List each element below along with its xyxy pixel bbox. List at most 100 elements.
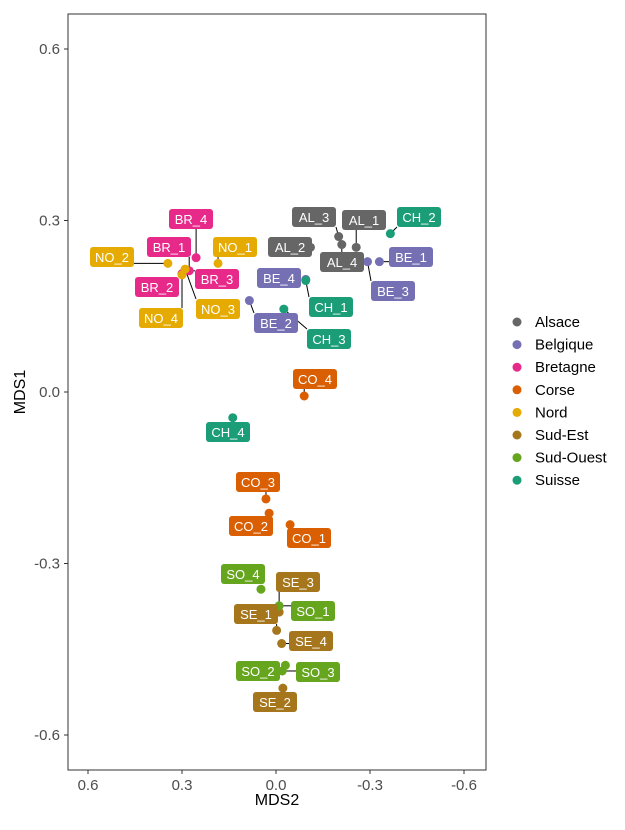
point-label-se-2: SE_2 (253, 692, 297, 712)
x-axis-title: MDS2 (255, 792, 300, 809)
point-label-box (268, 237, 312, 257)
point-label-br-2: BR_2 (135, 277, 179, 297)
data-point-so-3 (277, 666, 287, 676)
point-label-box (389, 247, 433, 267)
point-label-box (257, 268, 301, 288)
legend-marker (512, 317, 522, 327)
point-label-text: SE_3 (282, 575, 314, 590)
point-label-box (320, 252, 364, 272)
point-label-text: CH_3 (312, 332, 345, 347)
point-label-box (287, 528, 331, 548)
point-label-box (342, 210, 386, 230)
point-label-al-3: AL_3 (292, 207, 336, 227)
point-label-so-3: SO_3 (296, 662, 340, 682)
point-label-no-3: NO_3 (196, 299, 240, 319)
data-point-co-2 (264, 508, 274, 518)
data-point-co-1 (285, 520, 295, 530)
point-label-text: CH_2 (402, 210, 435, 225)
axis-ticks-group: 0.6 0.3 0.0 -0.3 -0.6 0.6 0.3 0.0 -0.3 -0.6 (34, 41, 477, 794)
point-label-be-4: BE_4 (257, 268, 301, 288)
point-label-text: AL_2 (275, 240, 305, 255)
point-label-al-1: AL_1 (342, 210, 386, 230)
point-label-no-2: NO_2 (90, 247, 134, 267)
data-point-se-1 (272, 625, 282, 635)
legend-label: Belgique (535, 337, 593, 354)
legend-label: Bretagne (535, 359, 596, 376)
data-point-al-3 (334, 232, 344, 242)
point-label-text: SE_1 (240, 607, 272, 622)
point-label-text: BR_2 (141, 280, 174, 295)
point-label-box (276, 572, 320, 592)
data-point-ch-3 (279, 304, 289, 314)
point-label-co-1: CO_1 (287, 528, 331, 548)
x-tick-label: -0.6 (451, 777, 477, 794)
point-label-no-1: NO_1 (213, 237, 257, 257)
point-label-box (139, 308, 183, 328)
point-label-box (309, 297, 353, 317)
x-tick-label: 0.6 (78, 777, 99, 794)
point-label-text: BE_4 (263, 271, 295, 286)
legend-item-suisse: Suisse (512, 472, 580, 489)
point-label-text: CH_1 (314, 300, 347, 315)
point-label-so-1: SO_1 (291, 601, 335, 621)
legend-marker (512, 385, 522, 395)
legend-item-nord: Nord (512, 404, 568, 421)
y-tick-label: 0.6 (39, 41, 60, 58)
data-point-se-4 (277, 639, 287, 649)
point-label-box (289, 631, 333, 651)
point-label-box (236, 472, 280, 492)
point-label-se-4: SE_4 (289, 631, 333, 651)
data-point-se-2 (278, 683, 288, 693)
data-point-no-1 (213, 258, 223, 268)
point-label-ch-4: CH_4 (206, 422, 250, 442)
y-tick-label: 0.3 (39, 212, 60, 229)
point-label-al-2: AL_2 (268, 237, 312, 257)
legend-item-alsace: Alsace (512, 314, 580, 331)
legend-label: Alsace (535, 314, 580, 331)
legend-label: Corse (535, 382, 575, 399)
point-label-be-2: BE_2 (254, 313, 298, 333)
point-labels-group: AL_1 AL_2 AL_3 AL_4 BE_1 BE_2 BE_3 BE_4 BR_1 BR_2… (90, 207, 441, 712)
legend-label: Suisse (535, 472, 580, 489)
legend-item-sud-est: Sud-Est (512, 427, 589, 444)
point-label-text: SO_2 (241, 664, 274, 679)
point-label-text: BE_3 (377, 284, 409, 299)
point-label-no-4: NO_4 (139, 308, 183, 328)
y-axis-title: MDS1 (12, 370, 29, 415)
legend-item-corse: Corse (512, 382, 575, 399)
point-label-box (213, 237, 257, 257)
point-label-text: BR_4 (175, 212, 208, 227)
data-point-al-1 (351, 242, 361, 252)
point-label-se-3: SE_3 (276, 572, 320, 592)
point-label-box (236, 661, 280, 681)
point-label-box (371, 281, 415, 301)
point-label-text: BR_3 (201, 272, 234, 287)
point-label-box (195, 269, 239, 289)
legend-label: Sud-Est (535, 427, 589, 444)
data-points-group (163, 229, 395, 693)
data-point-ch-4 (228, 413, 238, 423)
point-label-text: NO_4 (144, 311, 178, 326)
point-label-text: SO_3 (301, 665, 334, 680)
y-tick-label: -0.6 (34, 727, 60, 744)
point-label-text: NO_1 (218, 240, 252, 255)
point-label-box (292, 207, 336, 227)
data-point-be-3 (362, 257, 372, 267)
point-label-box (169, 209, 213, 229)
data-point-no-4 (177, 270, 187, 280)
point-label-ch-2: CH_2 (397, 207, 441, 227)
x-tick-label: 0.0 (266, 777, 287, 794)
point-label-text: CH_4 (211, 425, 244, 440)
point-label-text: BE_1 (395, 250, 427, 265)
x-tick-label: 0.3 (172, 777, 193, 794)
point-label-text: BR_1 (153, 240, 186, 255)
legend-item-bretagne: Bretagne (512, 359, 596, 376)
point-label-text: CO_3 (241, 475, 275, 490)
legend-marker (512, 340, 522, 350)
point-label-br-1: BR_1 (147, 237, 191, 257)
point-label-ch-1: CH_1 (309, 297, 353, 317)
point-label-box (253, 692, 297, 712)
point-label-text: NO_2 (95, 250, 129, 265)
point-label-so-4: SO_4 (221, 564, 265, 584)
